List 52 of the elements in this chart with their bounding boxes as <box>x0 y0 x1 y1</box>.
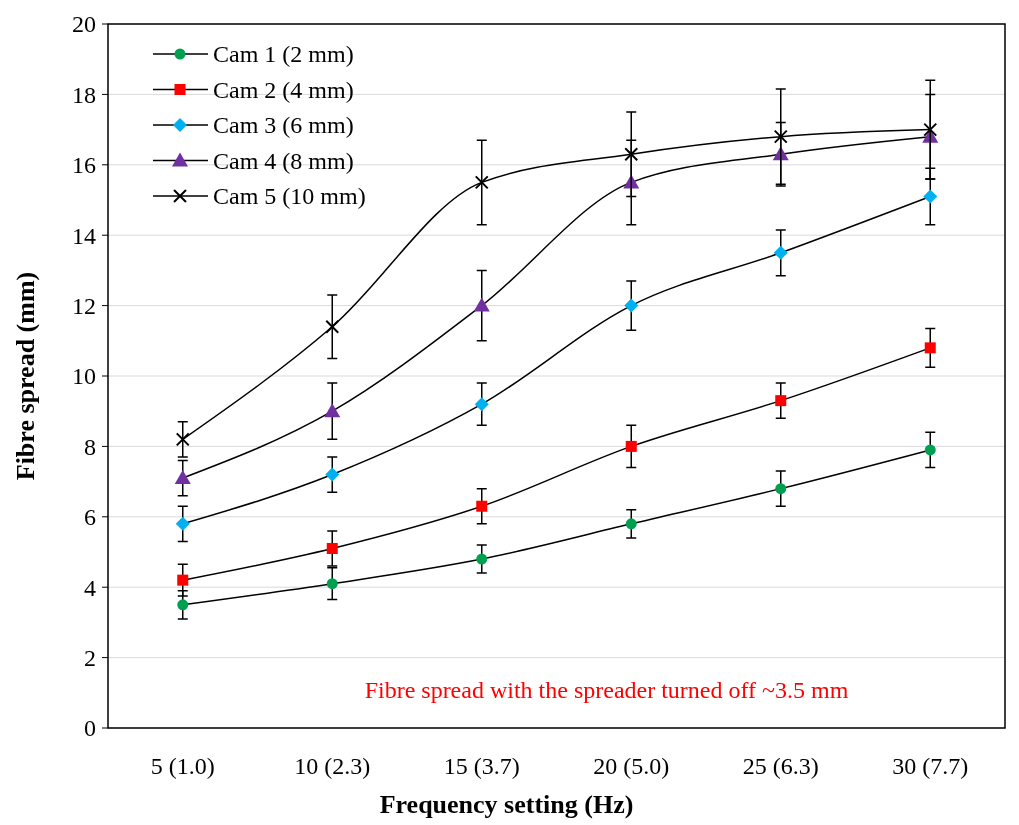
y-tick-label: 12 <box>72 293 96 319</box>
point <box>625 518 637 530</box>
point <box>775 483 787 495</box>
point <box>474 175 489 190</box>
point <box>175 516 190 531</box>
y-tick-label: 20 <box>72 11 96 38</box>
y-tick-label: 2 <box>84 645 96 671</box>
y-tick-label: 16 <box>72 152 96 179</box>
x-tick-label: 25 (6.3) <box>742 753 819 779</box>
point <box>325 319 340 334</box>
legend-label: Cam 4 (8 mm) <box>213 147 354 174</box>
y-tick-label: 6 <box>84 504 96 531</box>
legend-label: Cam 3 (6 mm) <box>213 112 354 139</box>
point <box>326 542 338 554</box>
annotation: Fibre spread with the spreader turned off ~3.5 mm <box>364 677 849 703</box>
x-tick-label: 10 (2.3) <box>294 753 371 779</box>
point <box>923 122 938 137</box>
point <box>177 574 189 586</box>
point <box>324 403 341 418</box>
point <box>174 470 191 485</box>
x-tick-label: 15 (3.7) <box>443 753 520 779</box>
y-tick-label: 8 <box>84 433 96 460</box>
legend-label: Cam 1 (2 mm) <box>213 41 354 68</box>
point <box>175 432 190 447</box>
point <box>474 397 489 412</box>
y-tick-label: 18 <box>72 81 96 108</box>
point <box>625 440 637 452</box>
y-axis-title: Fibre spread (mm) <box>11 271 40 481</box>
point <box>923 189 938 204</box>
point <box>473 297 490 312</box>
y-tick-label: 4 <box>84 574 96 601</box>
point <box>325 467 340 482</box>
point <box>476 553 488 565</box>
point <box>624 298 639 313</box>
point <box>624 147 639 162</box>
x-axis-title: Frequency setting (Hz) <box>379 790 634 819</box>
point <box>773 245 788 260</box>
x-tick-label: 30 (7.7) <box>892 753 969 779</box>
point <box>476 500 488 512</box>
y-tick-label: 14 <box>72 222 96 249</box>
y-tick-label: 0 <box>84 715 96 742</box>
point <box>773 129 788 144</box>
legend-label: Cam 5 (10 mm) <box>213 183 366 210</box>
y-tick-label: 10 <box>72 363 96 390</box>
point <box>177 599 189 611</box>
point <box>775 395 787 407</box>
point <box>924 342 936 354</box>
x-tick-label: 5 (1.0) <box>150 753 215 779</box>
point <box>924 444 936 456</box>
legend-label: Cam 2 (4 mm) <box>213 76 354 103</box>
x-tick-label: 20 (5.0) <box>593 753 670 779</box>
point <box>326 578 338 590</box>
